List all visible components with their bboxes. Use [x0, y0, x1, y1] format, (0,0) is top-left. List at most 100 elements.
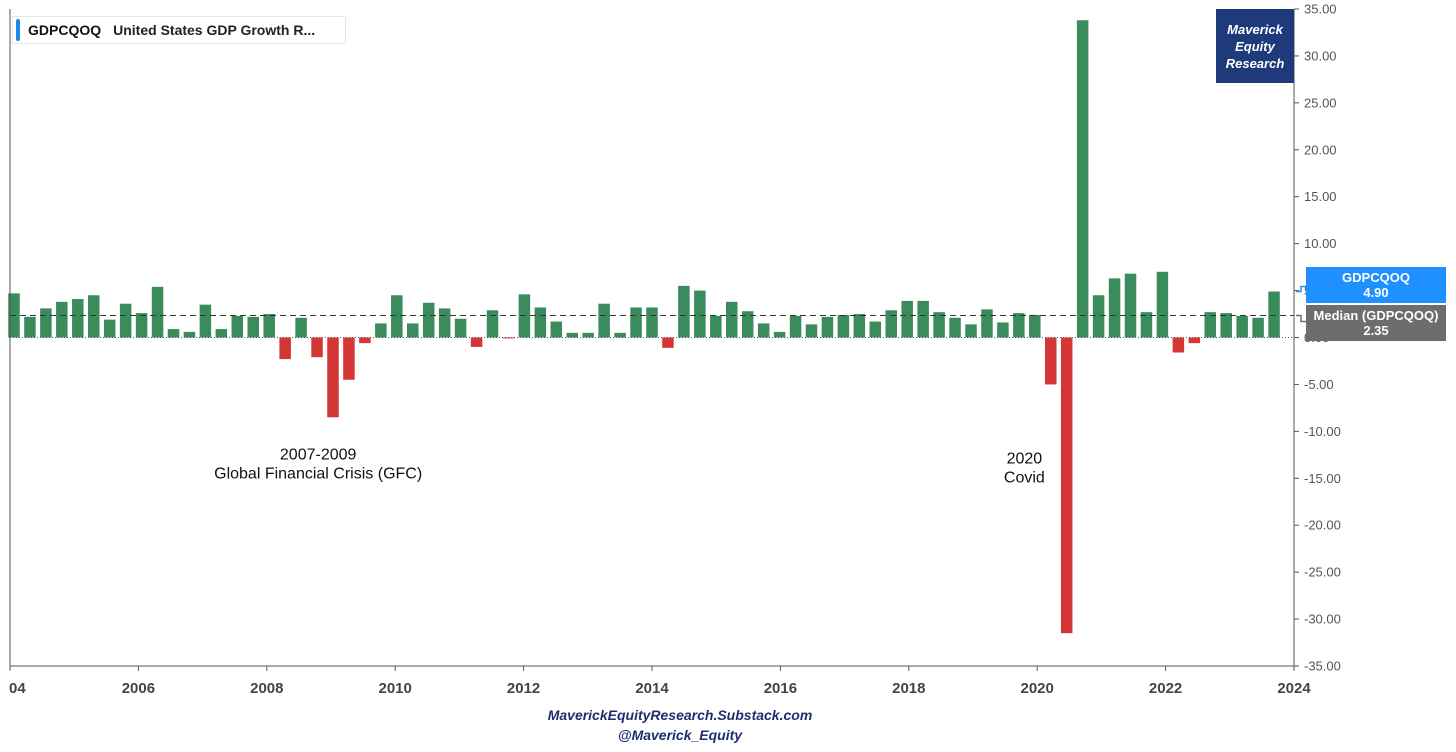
- x-tick-label: 2012: [507, 680, 540, 697]
- median-value-tag-label: Median (GDPCQOQ): [1313, 308, 1439, 323]
- bar: [534, 307, 547, 338]
- bar: [1013, 313, 1025, 338]
- bar: [1220, 313, 1232, 338]
- bar: [1268, 291, 1280, 338]
- bar: [103, 319, 116, 338]
- brand-line-3: Research: [1225, 55, 1285, 71]
- bar: [566, 332, 578, 338]
- bar: [1124, 273, 1137, 338]
- bar: [470, 337, 483, 347]
- footer-handle[interactable]: @Maverick_Equity: [617, 727, 743, 743]
- bar: [167, 329, 180, 338]
- bar: [662, 337, 674, 348]
- bar: [1252, 317, 1264, 338]
- x-tick-label: 2014: [635, 680, 669, 697]
- bar: [678, 285, 690, 338]
- median-value-tag-value: 2.35: [1363, 323, 1389, 338]
- bar: [1092, 295, 1105, 338]
- annotations-group: 2007-2009 Global Financial Crisis (GFC) 20…: [214, 447, 1045, 487]
- median-value-tag: Median (GDPCQOQ) 2.35: [1306, 305, 1446, 341]
- bar: [72, 299, 84, 338]
- x-ticks-group: 04 2006 2008 2010 2012 2014 2016 2018 2020 2022 20…: [9, 666, 1311, 697]
- bar: [1045, 337, 1057, 385]
- bar: [789, 315, 802, 338]
- bar: [1076, 20, 1089, 338]
- legend[interactable]: GDPCQOQ United States GDP Growth R...: [12, 16, 346, 44]
- x-tick-label: 2020: [1021, 680, 1054, 697]
- bar: [311, 337, 323, 358]
- legend-color-swatch: [16, 19, 20, 41]
- bar: [87, 295, 100, 338]
- brand-line-2: Equity: [1235, 38, 1275, 54]
- bar: [1140, 312, 1153, 338]
- x-tick-label: 2010: [379, 680, 412, 697]
- bar: [821, 316, 834, 338]
- x-tick-label: 2022: [1149, 680, 1182, 697]
- bar: [359, 337, 371, 344]
- y-tick-label: 30.00: [1304, 48, 1337, 63]
- bar: [1188, 337, 1201, 344]
- bar: [295, 317, 307, 338]
- bar: [263, 314, 275, 338]
- bar: [375, 323, 387, 338]
- bars-group: [8, 20, 1280, 634]
- legend-series-name: United States GDP Growth R...: [113, 22, 316, 38]
- bar: [454, 318, 467, 338]
- bar: [694, 290, 706, 338]
- bar: [1029, 314, 1041, 338]
- x-tick-label: 2024: [1277, 680, 1311, 697]
- bar: [279, 337, 291, 360]
- x-tick-label: 2008: [250, 680, 283, 697]
- bar: [119, 303, 132, 338]
- bar: [407, 323, 419, 338]
- bar: [550, 321, 563, 338]
- y-tick-label: -15.00: [1304, 471, 1341, 486]
- brand-line-1: Maverick: [1227, 21, 1283, 37]
- current-value-tag: GDPCQOQ 4.90: [1306, 267, 1446, 303]
- bar: [805, 324, 818, 338]
- y-tick-label: 10.00: [1304, 236, 1337, 251]
- bar: [710, 315, 722, 338]
- bar: [1060, 337, 1073, 634]
- annotation-line: Global Financial Crisis (GFC): [214, 466, 422, 483]
- y-tick-label: 15.00: [1304, 189, 1337, 204]
- annotation-line: 2007-2009: [280, 447, 357, 464]
- bar: [151, 286, 164, 338]
- current-value-tag-value: 4.90: [1363, 285, 1389, 300]
- y-tick-label: 25.00: [1304, 95, 1337, 110]
- bar: [933, 312, 945, 338]
- bar: [997, 322, 1009, 338]
- bar: [1156, 271, 1169, 338]
- y-tick-label: -5.00: [1304, 377, 1334, 392]
- annotation-line: Covid: [1004, 469, 1045, 486]
- brand-logo: Maverick Equity Research: [1216, 9, 1294, 83]
- bar: [24, 316, 36, 338]
- bar: [391, 295, 403, 338]
- bar: [726, 301, 738, 338]
- bar: [135, 313, 148, 338]
- bar: [949, 317, 961, 338]
- bar: [327, 337, 339, 418]
- bar: [438, 308, 451, 338]
- y-tick-label: -25.00: [1304, 565, 1341, 580]
- median-value-marker: [1296, 314, 1306, 323]
- bar: [1172, 337, 1185, 353]
- annotation-line: 2020: [1007, 450, 1043, 467]
- footer-site[interactable]: MaverickEquityResearch.Substack.com: [547, 707, 813, 723]
- bar: [486, 310, 499, 338]
- bar: [869, 321, 882, 338]
- current-value-marker: [1296, 285, 1306, 293]
- bar: [837, 314, 850, 338]
- bar: [215, 329, 228, 338]
- y-tick-label: -30.00: [1304, 612, 1341, 627]
- y-tick-label: 20.00: [1304, 142, 1337, 157]
- bar: [741, 311, 754, 338]
- bar: [343, 337, 355, 380]
- bar: [885, 310, 897, 338]
- x-tick-label: 2016: [764, 680, 797, 697]
- bar: [853, 314, 866, 338]
- bar: [183, 331, 196, 338]
- current-value-tag-label: GDPCQOQ: [1342, 270, 1410, 285]
- bar: [901, 300, 913, 338]
